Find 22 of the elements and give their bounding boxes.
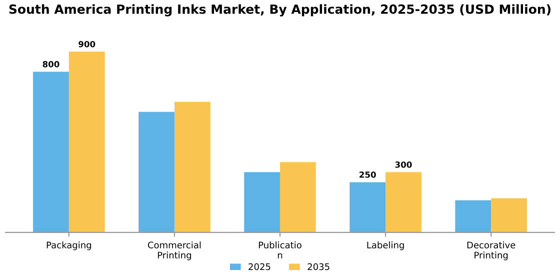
bar <box>386 172 422 232</box>
legend-label: 2035 <box>308 263 330 270</box>
bar <box>280 162 316 232</box>
legend-label: 2025 <box>248 263 270 270</box>
bar <box>244 172 280 232</box>
data-label: 900 <box>78 40 96 48</box>
bar <box>455 200 492 232</box>
x-tick-label: Packaging <box>46 241 92 250</box>
x-tick-label: Publicatio n <box>258 241 302 258</box>
bar <box>138 112 174 232</box>
bar <box>33 72 69 232</box>
x-tick-label: Commercial Printing <box>148 241 201 260</box>
chart-title: South America Printing Inks Market, By Application, 2025-2035 (USD Million) <box>9 4 550 16</box>
bar <box>350 182 386 232</box>
bar <box>68 52 105 232</box>
bar <box>174 102 210 232</box>
bar <box>491 198 527 232</box>
data-label: 300 <box>395 161 412 168</box>
data-label: 800 <box>42 61 60 68</box>
x-tick-label: Labeling <box>367 241 404 250</box>
data-label: 250 <box>360 172 376 178</box>
x-tick-label: Decorative Printing <box>467 241 516 260</box>
